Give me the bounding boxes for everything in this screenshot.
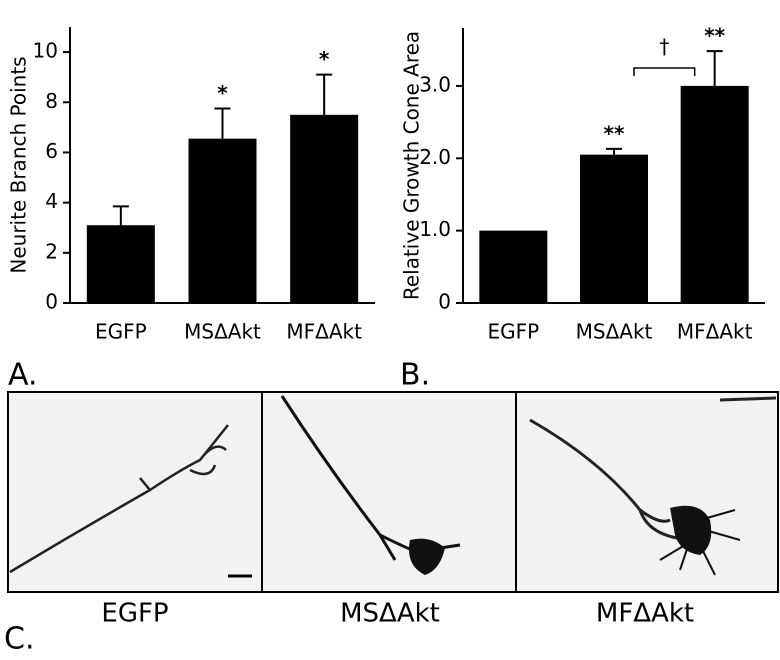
x-tick-label: EGFP: [95, 320, 147, 344]
micrographs: [7, 391, 779, 593]
y-tick-label: 6: [45, 139, 58, 163]
y-tick-label: 1.0: [419, 217, 451, 241]
y-axis-label: Neurite Branch Points: [7, 56, 31, 273]
comparison-label: †: [659, 35, 669, 59]
x-tick-label: MSΔAkt: [184, 320, 261, 344]
y-axis-label: Relative Growth Cone Area: [400, 31, 424, 300]
x-tick-label: MSΔAkt: [576, 320, 653, 344]
y-tick-label: 0: [438, 290, 451, 314]
y-tick-label: 8: [45, 89, 58, 113]
significance-mark: *: [319, 47, 330, 71]
error-bar: [706, 50, 723, 86]
x-tick-label: MFΔAkt: [286, 320, 362, 344]
image-caption: MFΔAkt: [596, 599, 694, 629]
error-bar: [214, 107, 231, 139]
panel-label: A.: [8, 358, 38, 393]
bar: [290, 114, 359, 304]
bar: [86, 225, 155, 303]
comparison-bracket: [633, 67, 696, 76]
error-bar: [112, 205, 129, 226]
bar: [188, 138, 257, 303]
x-tick-label: MFΔAkt: [677, 320, 753, 344]
panel-label: B.: [400, 358, 430, 393]
x-tick-label: EGFP: [487, 320, 539, 344]
significance-mark: **: [704, 24, 725, 48]
bar: [580, 154, 648, 303]
y-tick-label: 2: [45, 239, 58, 263]
image-caption: EGFP: [101, 599, 168, 629]
bar: [479, 230, 548, 303]
error-bar: [606, 147, 622, 155]
y-tick-label: 3.0: [419, 72, 451, 96]
y-tick-label: 0: [45, 290, 58, 314]
significance-mark: *: [217, 81, 228, 105]
y-tick-label: 10: [33, 39, 58, 63]
y-tick-label: 4: [45, 189, 58, 213]
significance-mark: **: [604, 121, 625, 145]
y-tick-label: 2.0: [419, 145, 451, 169]
error-bar: [316, 73, 333, 115]
panel-label: C.: [4, 622, 34, 657]
image-caption: MSΔAkt: [340, 599, 440, 629]
bar: [680, 85, 749, 303]
